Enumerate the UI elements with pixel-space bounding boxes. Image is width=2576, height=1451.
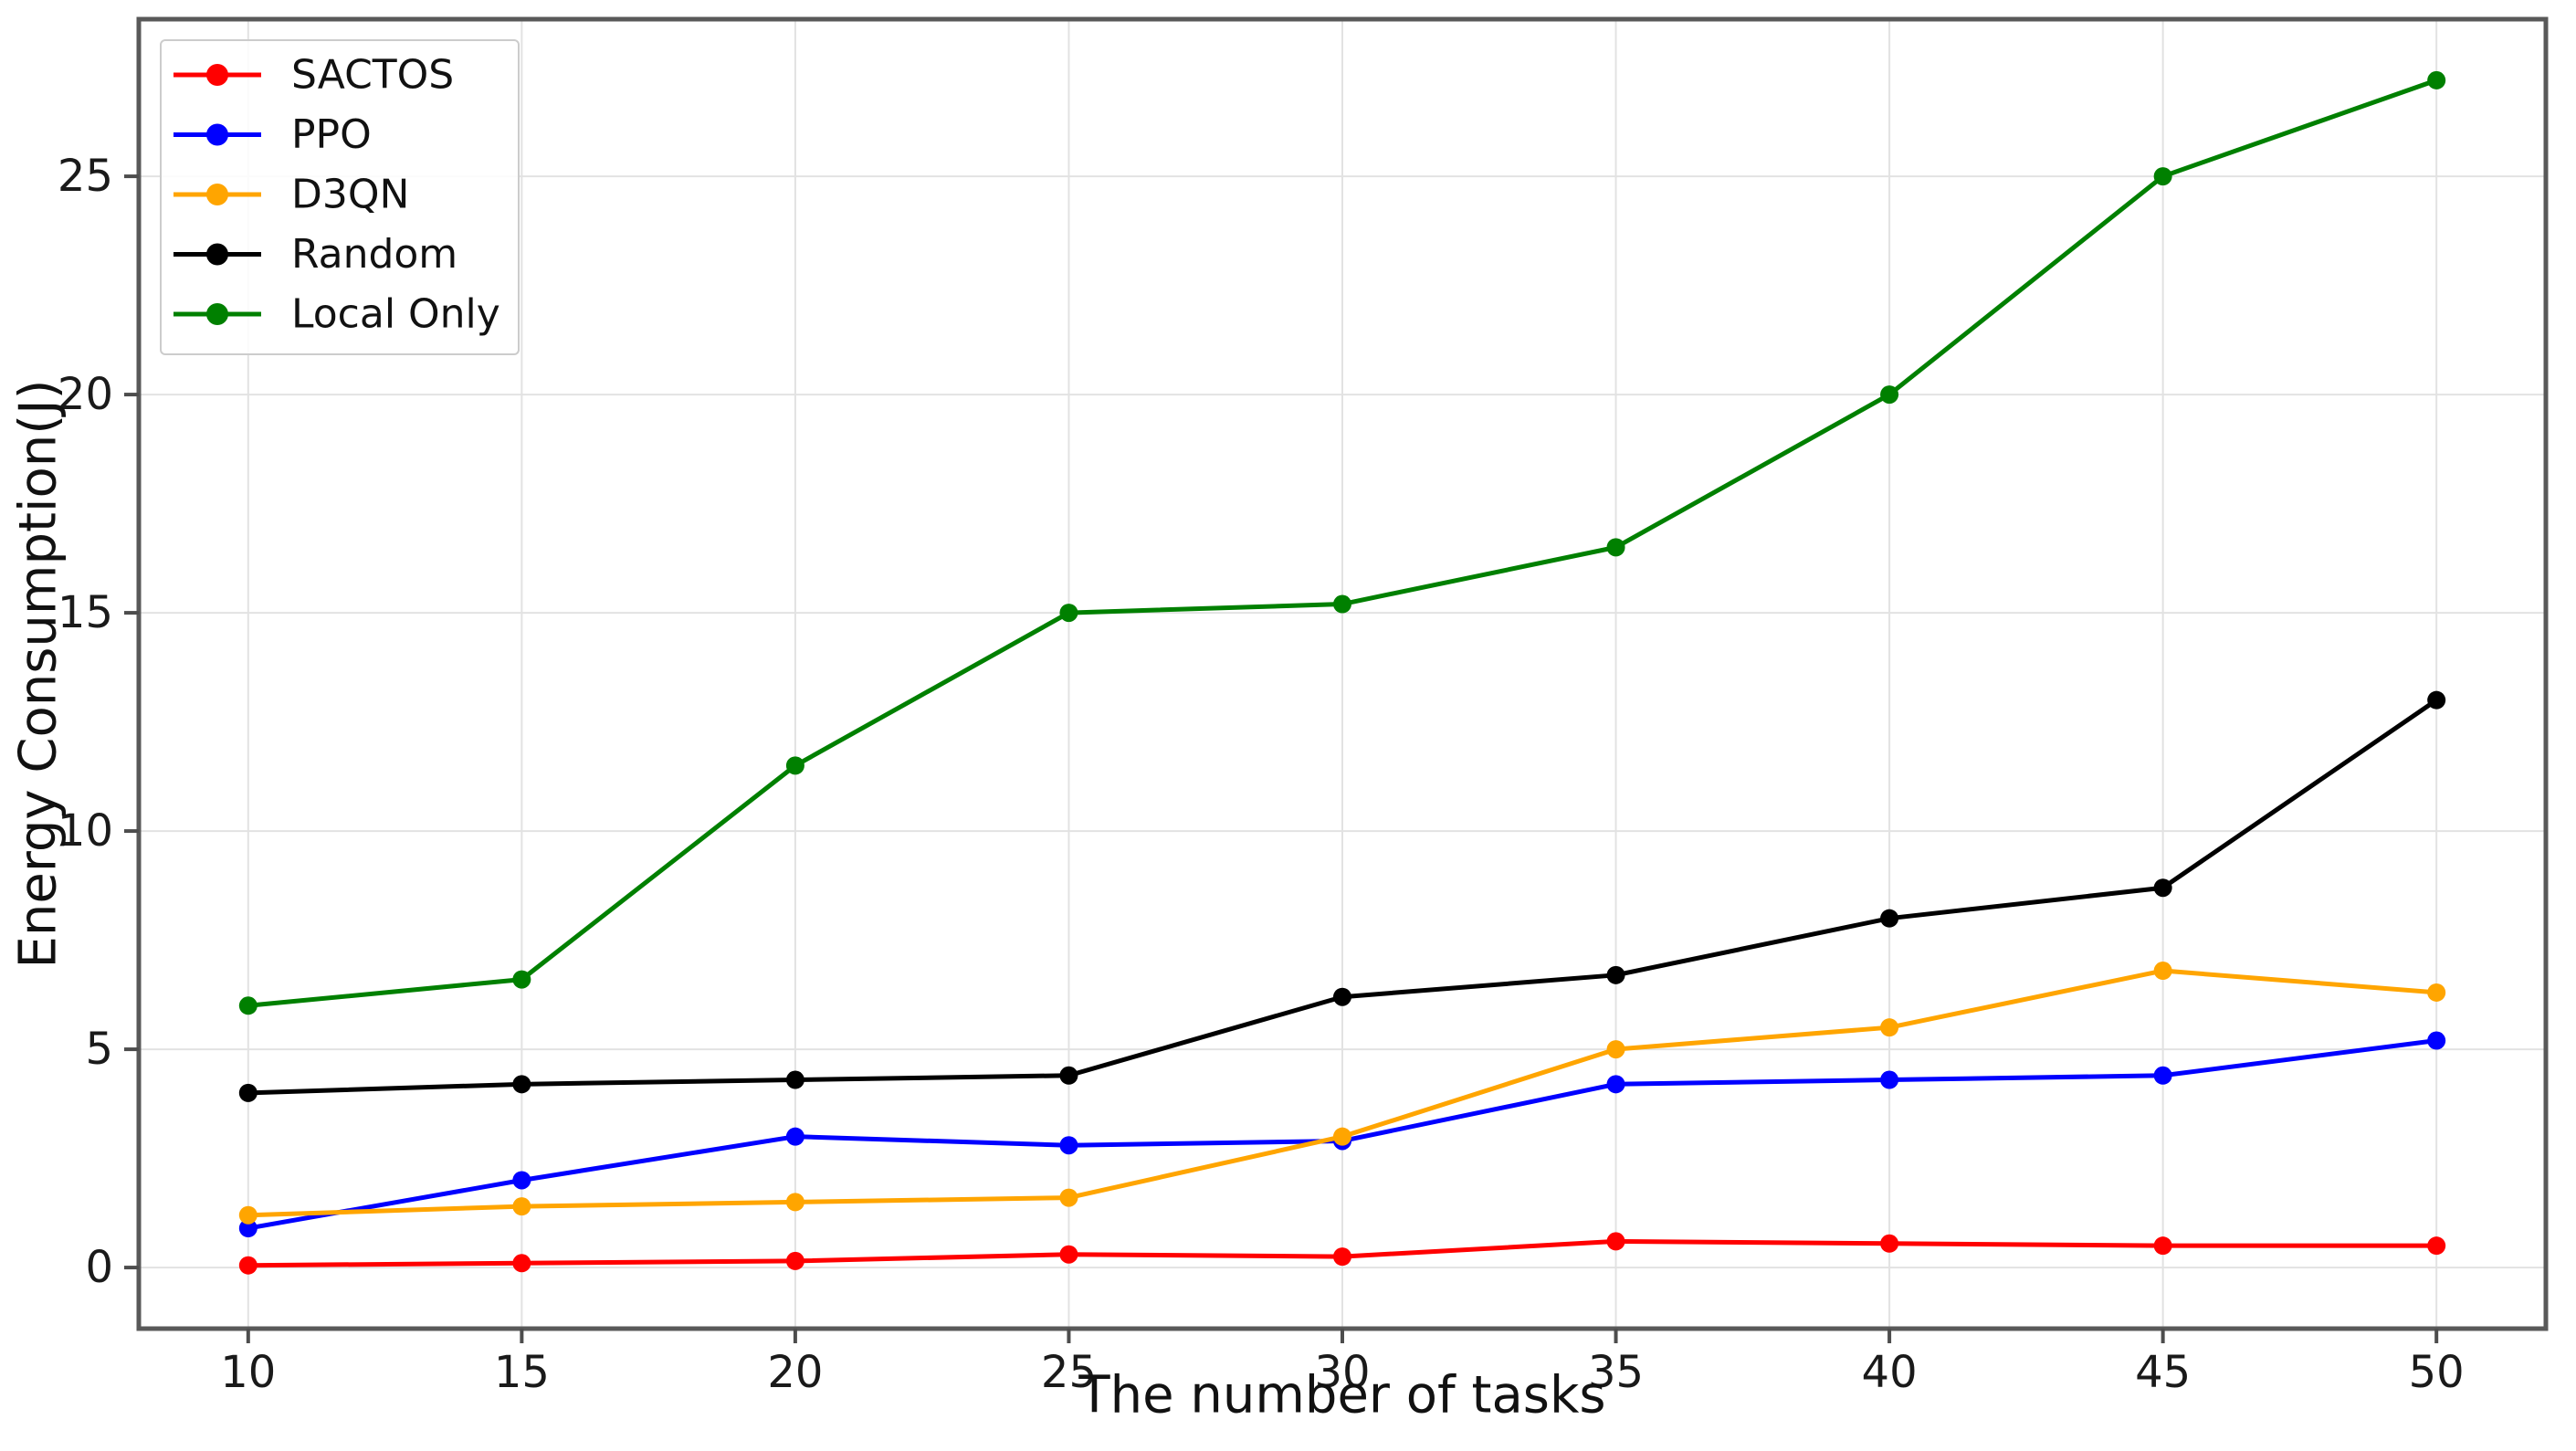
series-marker-local-only (785, 756, 804, 775)
legend-swatch-marker (206, 184, 228, 205)
series-marker-local-only (1059, 604, 1078, 623)
y-tick-label: 15 (58, 587, 113, 638)
series-marker-sactos (1880, 1234, 1899, 1253)
series-marker-local-only (1880, 385, 1899, 405)
legend-item-label: Random (291, 231, 457, 278)
x-tick-label: 40 (1862, 1347, 1918, 1398)
series-marker-random (1333, 987, 1351, 1006)
series-marker-ppo (2427, 1031, 2446, 1050)
series-marker-random (2427, 690, 2446, 710)
series-marker-random (1059, 1066, 1078, 1085)
series-marker-sactos (2153, 1236, 2172, 1256)
x-tick-label: 20 (767, 1347, 823, 1398)
series-marker-sactos (238, 1256, 258, 1275)
series-marker-random (238, 1083, 258, 1102)
y-tick-label: 10 (58, 805, 113, 857)
x-tick-label: 45 (2135, 1347, 2191, 1398)
series-marker-ppo (1606, 1075, 1625, 1094)
legend-item-label: SACTOS (291, 52, 454, 99)
series-marker-d3qn (2153, 962, 2172, 981)
series-marker-sactos (1333, 1247, 1351, 1267)
series-marker-ppo (238, 1219, 258, 1238)
series-marker-d3qn (1606, 1040, 1625, 1059)
series-marker-sactos (512, 1254, 531, 1273)
series-marker-ppo (1059, 1136, 1078, 1155)
legend-swatch-marker (206, 64, 228, 86)
y-axis-label: Energy Consumption(J) (9, 380, 68, 969)
series-marker-local-only (1606, 538, 1625, 557)
series-layer (238, 70, 2446, 1275)
series-marker-local-only (512, 970, 531, 989)
x-tick-label: 25 (1041, 1347, 1097, 1398)
legend-item: Random (173, 231, 457, 278)
series-marker-d3qn (2427, 983, 2446, 1002)
legend-item: SACTOS (173, 52, 454, 99)
legend: SACTOS PPO D3QN Random Local Only (160, 39, 520, 355)
y-tick-label: 5 (85, 1024, 113, 1075)
legend-item: PPO (173, 111, 372, 158)
series-marker-ppo (785, 1127, 804, 1146)
series-marker-d3qn (238, 1205, 258, 1225)
series-marker-local-only (2427, 70, 2446, 89)
legend-swatch-marker (206, 243, 228, 266)
legend-box (160, 39, 520, 355)
x-tick-label: 10 (220, 1347, 276, 1398)
series-marker-d3qn (785, 1193, 804, 1212)
legend-item-label: Local Only (291, 291, 500, 338)
series-marker-random (2153, 878, 2172, 898)
x-axis-label: The number of tasks (1078, 1366, 1605, 1425)
legend-swatch-marker (206, 123, 228, 146)
legend-item-label: PPO (291, 111, 372, 158)
series-marker-random (1880, 909, 1899, 928)
series-marker-sactos (1606, 1232, 1625, 1251)
axis-ticks: 10 15 20 25 30 35 40 45 50 0 5 10 15 20 25 (58, 151, 2465, 1398)
series-marker-local-only (2153, 167, 2172, 186)
x-tick-label: 50 (2409, 1347, 2465, 1398)
series-marker-sactos (1059, 1245, 1078, 1264)
series-marker-d3qn (512, 1197, 531, 1216)
series-marker-random (1606, 965, 1625, 984)
series-marker-sactos (2427, 1236, 2446, 1256)
series-marker-d3qn (1880, 1018, 1899, 1037)
x-tick-label: 35 (1588, 1347, 1644, 1398)
series-marker-local-only (238, 996, 258, 1015)
series-marker-local-only (1333, 594, 1351, 614)
legend-item-label: D3QN (291, 172, 409, 218)
series-marker-random (785, 1070, 804, 1089)
legend-swatch-marker (206, 303, 228, 325)
y-tick-label: 0 (85, 1242, 113, 1293)
series-marker-ppo (512, 1171, 531, 1190)
series-marker-ppo (2153, 1066, 2172, 1085)
x-tick-label: 15 (494, 1347, 550, 1398)
series-marker-d3qn (1333, 1127, 1351, 1146)
series-marker-ppo (1880, 1070, 1899, 1089)
legend-item: Local Only (173, 291, 500, 338)
x-tick-label: 30 (1314, 1347, 1370, 1398)
series-marker-sactos (785, 1251, 804, 1270)
legend-item: D3QN (173, 172, 409, 218)
series-marker-d3qn (1059, 1188, 1078, 1207)
y-tick-label: 25 (58, 151, 113, 202)
series-marker-random (512, 1075, 531, 1094)
y-tick-label: 20 (58, 369, 113, 420)
